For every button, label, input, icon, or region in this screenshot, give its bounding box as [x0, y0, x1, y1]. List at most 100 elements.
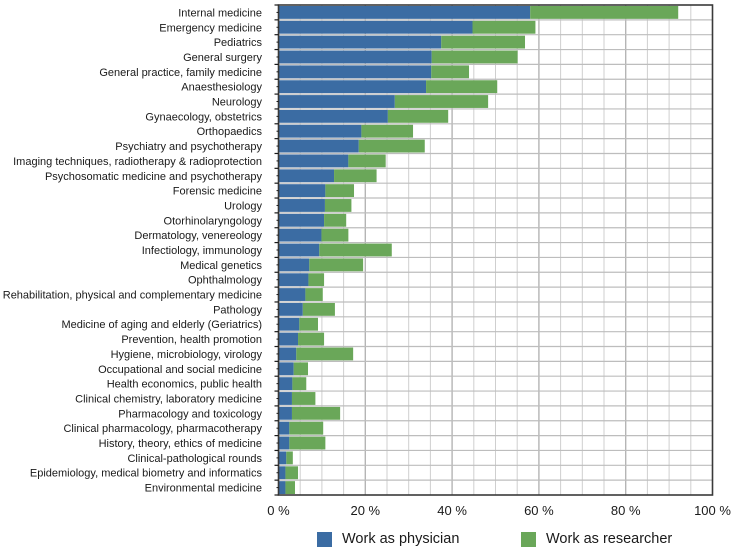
bar-researcher: [298, 332, 325, 346]
bar-researcher: [285, 466, 299, 480]
bars: [278, 6, 679, 494]
bar-physician: [278, 288, 306, 301]
bar-physician: [278, 228, 322, 242]
category-label: History, theory, ethics of medicine: [99, 438, 262, 450]
category-label: Forensic medicine: [173, 186, 262, 198]
bar-physician: [278, 199, 325, 212]
legend-swatch-physician: [317, 531, 332, 547]
bar-researcher: [324, 213, 347, 227]
bar-physician: [278, 6, 531, 19]
category-label: Psychosomatic medicine and psychotherapy: [45, 171, 263, 183]
category-label: Rehabilitation, physical and complementa…: [3, 290, 262, 302]
category-label: Ophthalmology: [188, 275, 262, 287]
bar-researcher: [319, 243, 392, 257]
bar-physician: [278, 362, 294, 376]
bar-researcher: [292, 377, 307, 391]
category-labels: Internal medicine Emergency medicine Pedia…: [3, 7, 263, 494]
bar-physician: [278, 392, 292, 405]
category-label: Pediatrics: [214, 37, 263, 49]
category-label: Gynaecology, obstetrics: [145, 111, 262, 123]
bar-physician: [278, 377, 293, 391]
bar-researcher: [296, 347, 354, 361]
category-label: General practice, family medicine: [99, 67, 262, 79]
bar-researcher: [530, 6, 679, 19]
x-axis-tick-labels: 0 % 20 % 40 % 60 % 80 % 100 %: [267, 503, 731, 518]
category-label: Clinical chemistry, laboratory medicine: [75, 393, 262, 405]
legend-item-physician: Work as physician: [317, 531, 459, 547]
bar-physician: [278, 436, 290, 450]
bar-researcher: [441, 35, 526, 49]
x-tick-label: 60 %: [524, 503, 554, 518]
bar-researcher: [309, 258, 364, 272]
category-label: Epidemiology, medical biometry and infor…: [30, 468, 263, 480]
bar-researcher: [334, 169, 377, 183]
x-tick-label: 80 %: [611, 503, 641, 518]
legend-label-researcher: Work as researcher: [546, 531, 673, 547]
category-label: Dermatology, venereology: [134, 230, 262, 242]
bar-physician: [278, 466, 286, 480]
category-label: Clinical pharmacology, pharmacotherapy: [63, 423, 262, 435]
category-label: Emergency medicine: [159, 22, 262, 34]
bar-researcher: [431, 65, 470, 79]
category-label: Internal medicine: [178, 7, 262, 19]
category-label: Anaesthesiology: [181, 82, 262, 94]
bar-researcher: [361, 124, 414, 138]
bar-researcher: [394, 95, 489, 108]
legend-label-physician: Work as physician: [342, 531, 460, 547]
bar-researcher: [325, 184, 355, 198]
bar-physician: [278, 139, 359, 153]
category-label: Environmental medicine: [145, 483, 262, 495]
x-tick-label: 20 %: [350, 503, 380, 518]
bar-researcher: [308, 273, 325, 287]
bar-physician: [278, 451, 287, 465]
bar-researcher: [431, 50, 518, 64]
bar-researcher: [348, 154, 386, 168]
bar-physician: [278, 406, 292, 420]
category-label: Urology: [224, 200, 262, 212]
bar-physician: [278, 317, 300, 331]
bar-researcher: [289, 436, 326, 450]
bar-physician: [278, 80, 427, 94]
bar-physician: [278, 109, 388, 123]
bar-researcher: [321, 228, 349, 242]
bar-physician: [278, 421, 290, 435]
bar-researcher: [285, 481, 295, 494]
bar-physician: [278, 65, 432, 79]
bar-physician: [278, 20, 473, 34]
bar-researcher: [291, 406, 341, 420]
bar-researcher: [358, 139, 425, 153]
category-label: Orthopaedics: [197, 126, 263, 138]
category-label: Pharmacology and toxicology: [118, 408, 262, 420]
bar-physician: [278, 481, 286, 494]
x-tick-label: 0 %: [267, 503, 290, 518]
bar-researcher: [293, 362, 309, 376]
x-tick-label: 100 %: [694, 503, 731, 518]
legend-swatch-researcher: [521, 531, 536, 547]
bar-researcher: [387, 109, 449, 123]
bar-physician: [278, 169, 335, 183]
bar-physician: [278, 273, 309, 287]
bar-researcher: [299, 317, 318, 331]
bar-physician: [278, 35, 442, 49]
category-label: Imaging techniques, radiotherapy & radio…: [13, 156, 262, 168]
plot-frame: [274, 4, 714, 496]
bar-researcher: [472, 20, 536, 34]
bar-physician: [278, 213, 325, 227]
bar-researcher: [426, 80, 498, 94]
category-label: Clinical-pathological rounds: [127, 453, 262, 465]
x-tick-label: 40 %: [437, 503, 467, 518]
category-label: Neurology: [212, 97, 263, 109]
bar-researcher: [302, 302, 335, 316]
category-label: Hygiene, microbiology, virology: [111, 349, 263, 361]
bar-physician: [278, 184, 326, 198]
category-label: Health economics, public health: [107, 379, 262, 391]
bar-researcher: [324, 199, 352, 212]
bar-physician: [278, 95, 395, 108]
bar-physician: [278, 332, 299, 346]
category-label: Prevention, health promotion: [121, 334, 262, 346]
category-label: Pathology: [213, 304, 262, 316]
category-label: Medical genetics: [180, 260, 262, 272]
bar-physician: [278, 302, 303, 316]
bar-researcher: [291, 392, 316, 405]
